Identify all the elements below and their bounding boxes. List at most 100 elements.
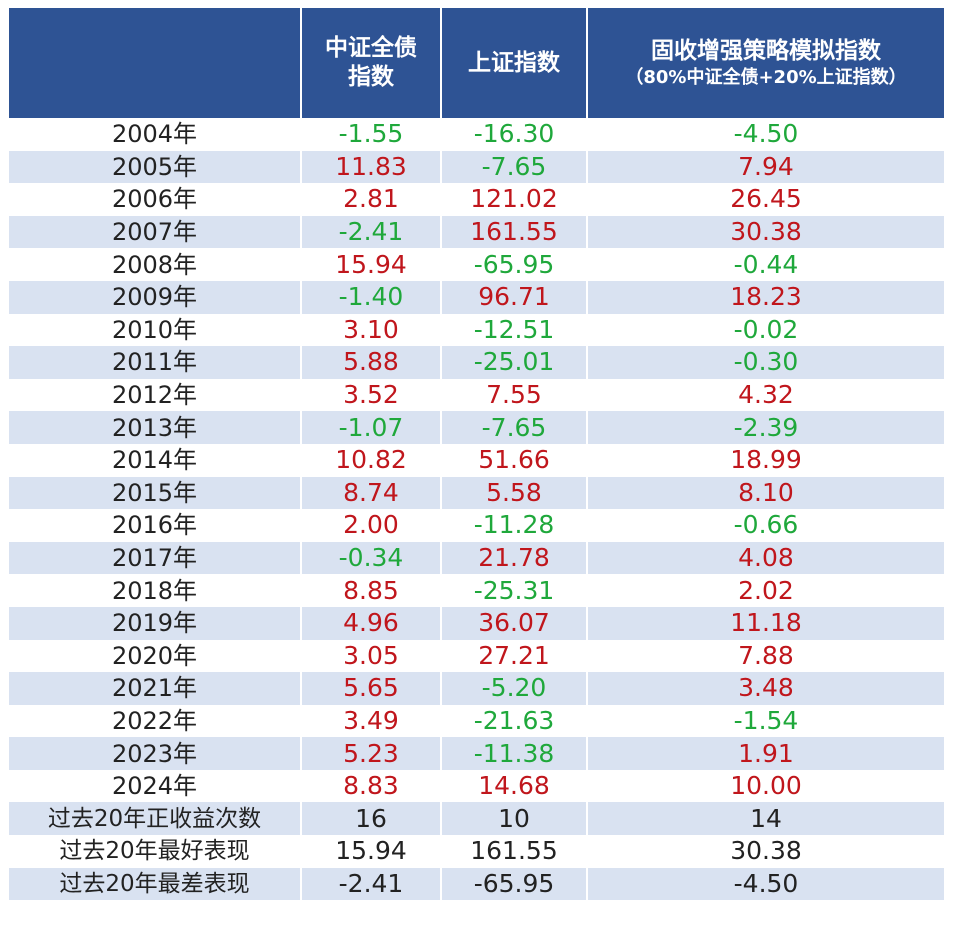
table-row: 2017年 -0.34 21.78 4.08 [9, 541, 944, 575]
enhanced-strategy-cell: 1.91 [587, 737, 944, 770]
shanghai-index-cell: -5.20 [441, 672, 588, 705]
summary-row: 过去20年正收益次数 16 10 14 [9, 802, 944, 836]
table-row: 2009年 -1.40 96.71 18.23 [9, 280, 944, 314]
bond-index-cell: 2.00 [301, 509, 442, 542]
table-row: 2018年 8.85 -25.31 2.02 [9, 574, 944, 607]
bond-index-cell: 3.10 [301, 313, 442, 347]
shanghai-index-cell: 161.55 [441, 215, 588, 249]
header-year-column [9, 8, 302, 118]
table-row: 2005年 11.83 -7.65 7.94 [9, 150, 944, 184]
enhanced-strategy-cell: 8.10 [587, 476, 944, 510]
enhanced-strategy-cell: 7.94 [587, 150, 944, 184]
shanghai-index-cell: 36.07 [441, 606, 588, 640]
header-shanghai-index: 上证指数 [441, 8, 588, 118]
enhanced-strategy-cell: -0.66 [587, 509, 944, 542]
year-cell: 2005年 [9, 150, 302, 184]
year-cell: 2014年 [9, 443, 302, 477]
bond-index-cell: 5.65 [301, 672, 442, 705]
table-row: 2019年 4.96 36.07 11.18 [9, 606, 944, 640]
summary-row: 过去20年最好表现 15.94 161.55 30.38 [9, 835, 944, 868]
summary-enhanced-strategy-cell: -4.50 [587, 867, 944, 901]
shanghai-index-cell: -65.95 [441, 248, 588, 281]
year-cell: 2018年 [9, 574, 302, 607]
table-row: 2013年 -1.07 -7.65 -2.39 [9, 411, 944, 444]
enhanced-strategy-cell: 7.88 [587, 639, 944, 673]
enhanced-strategy-cell: -0.30 [587, 346, 944, 379]
enhanced-strategy-cell: 11.18 [587, 606, 944, 640]
table-row: 2022年 3.49 -21.63 -1.54 [9, 704, 944, 738]
returns-table-container: 中证全债 指数 上证指数 固收增强策略模拟指数 （80%中证全债+20%上证指数… [9, 8, 944, 901]
summary-shanghai-index-cell: 161.55 [441, 835, 588, 868]
year-cell: 2004年 [9, 118, 302, 151]
table-header: 中证全债 指数 上证指数 固收增强策略模拟指数 （80%中证全债+20%上证指数… [9, 8, 944, 118]
summary-shanghai-index-cell: -65.95 [441, 867, 588, 901]
shanghai-index-cell: 27.21 [441, 639, 588, 673]
year-cell: 2007年 [9, 215, 302, 249]
header-bond-index: 中证全债 指数 [301, 8, 442, 118]
enhanced-strategy-cell: 4.32 [587, 378, 944, 412]
shanghai-index-cell: 21.78 [441, 541, 588, 575]
shanghai-index-cell: -11.28 [441, 509, 588, 542]
shanghai-index-cell: -16.30 [441, 118, 588, 151]
shanghai-index-cell: 96.71 [441, 280, 588, 314]
table-row: 2015年 8.74 5.58 8.10 [9, 476, 944, 510]
summary-bond-index-cell: 16 [301, 802, 442, 836]
year-cell: 2015年 [9, 476, 302, 510]
enhanced-strategy-cell: 30.38 [587, 215, 944, 249]
year-cell: 2023年 [9, 737, 302, 770]
header-enhanced-strategy-title: 固收增强策略模拟指数 [651, 37, 881, 64]
table-body: 2004年 -1.55 -16.30 -4.50 2005年 11.83 -7.65 7.94… [9, 118, 944, 901]
year-cell: 2021年 [9, 672, 302, 705]
bond-index-cell: 10.82 [301, 443, 442, 477]
table-row: 2008年 15.94 -65.95 -0.44 [9, 248, 944, 281]
summary-label-cell: 过去20年最差表现 [9, 867, 302, 901]
year-cell: 2010年 [9, 313, 302, 347]
enhanced-strategy-cell: -1.54 [587, 704, 944, 738]
year-cell: 2020年 [9, 639, 302, 673]
year-cell: 2008年 [9, 248, 302, 281]
summary-enhanced-strategy-cell: 14 [587, 802, 944, 836]
shanghai-index-cell: 51.66 [441, 443, 588, 477]
summary-enhanced-strategy-cell: 30.38 [587, 835, 944, 868]
bond-index-cell: 8.85 [301, 574, 442, 607]
bond-index-cell: 8.83 [301, 769, 442, 803]
bond-index-cell: 3.05 [301, 639, 442, 673]
shanghai-index-cell: -12.51 [441, 313, 588, 347]
bond-index-cell: 3.52 [301, 378, 442, 412]
summary-label-cell: 过去20年最好表现 [9, 835, 302, 868]
year-cell: 2009年 [9, 280, 302, 314]
bond-index-cell: -2.41 [301, 215, 442, 249]
bond-index-cell: 5.23 [301, 737, 442, 770]
bond-index-cell: 2.81 [301, 183, 442, 216]
enhanced-strategy-cell: -0.02 [587, 313, 944, 347]
bond-index-cell: 8.74 [301, 476, 442, 510]
year-cell: 2012年 [9, 378, 302, 412]
table-row: 2021年 5.65 -5.20 3.48 [9, 672, 944, 705]
year-cell: 2011年 [9, 346, 302, 379]
bond-index-cell: 3.49 [301, 704, 442, 738]
year-cell: 2006年 [9, 183, 302, 216]
table-row: 2012年 3.52 7.55 4.32 [9, 378, 944, 412]
table-row: 2024年 8.83 14.68 10.00 [9, 769, 944, 803]
shanghai-index-cell: -25.31 [441, 574, 588, 607]
year-cell: 2024年 [9, 769, 302, 803]
year-cell: 2019年 [9, 606, 302, 640]
summary-label-cell: 过去20年正收益次数 [9, 802, 302, 836]
header-enhanced-strategy-subtitle: （80%中证全债+20%上证指数） [625, 66, 907, 88]
year-cell: 2022年 [9, 704, 302, 738]
year-cell: 2013年 [9, 411, 302, 444]
bond-index-cell: 15.94 [301, 248, 442, 281]
enhanced-strategy-cell: -4.50 [587, 118, 944, 151]
enhanced-strategy-cell: 2.02 [587, 574, 944, 607]
enhanced-strategy-cell: 18.99 [587, 443, 944, 477]
table-row: 2011年 5.88 -25.01 -0.30 [9, 346, 944, 379]
enhanced-strategy-cell: 3.48 [587, 672, 944, 705]
header-row: 中证全债 指数 上证指数 固收增强策略模拟指数 （80%中证全债+20%上证指数… [9, 8, 944, 118]
header-bond-index-line2: 指数 [348, 64, 394, 90]
table-row: 2016年 2.00 -11.28 -0.66 [9, 509, 944, 542]
enhanced-strategy-cell: 26.45 [587, 183, 944, 216]
shanghai-index-cell: -7.65 [441, 150, 588, 184]
year-cell: 2016年 [9, 509, 302, 542]
shanghai-index-cell: 121.02 [441, 183, 588, 216]
shanghai-index-cell: -21.63 [441, 704, 588, 738]
